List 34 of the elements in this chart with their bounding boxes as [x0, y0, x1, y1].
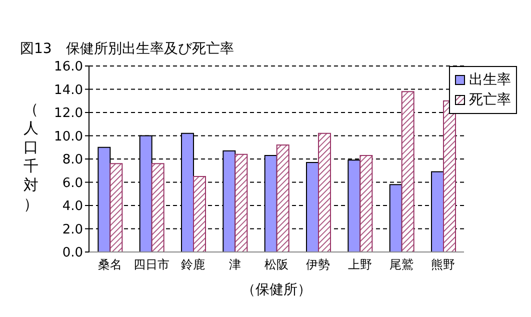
bar	[360, 155, 373, 252]
bar	[318, 132, 331, 252]
y-tick-label: 14.0	[54, 82, 83, 98]
y-tick-label: 4.0	[62, 199, 83, 214]
bar	[276, 144, 290, 252]
x-tick-label: 四日市	[134, 258, 170, 272]
y-axis-title: （人口千対）	[22, 100, 40, 214]
x-tick-label: 上野	[348, 258, 372, 272]
x-tick-label: 桑名	[98, 258, 122, 272]
bar	[193, 176, 206, 252]
bar	[151, 163, 164, 252]
x-axis-title: （保健所）	[242, 282, 312, 298]
x-tick-label: 尾鷲	[390, 258, 414, 272]
bar	[110, 163, 123, 252]
chart-title: 図13 保健所別出生率及び死亡率	[20, 40, 234, 58]
x-tick-label: 津	[228, 258, 241, 272]
y-tick-label: 2.0	[62, 222, 83, 238]
y-tick-label: 8.0	[62, 152, 83, 168]
y-tick-label: 16.0	[54, 60, 83, 75]
bar	[401, 91, 414, 252]
bar	[306, 162, 319, 252]
y-tick-label: 6.0	[62, 176, 83, 191]
y-tick-label: 0.0	[62, 246, 83, 261]
bar	[234, 154, 248, 252]
x-tick-label: 熊野	[431, 258, 456, 272]
legend-label: 死亡率	[469, 91, 511, 110]
bar	[443, 100, 456, 252]
y-tick-label: 10.0	[54, 129, 83, 144]
y-tick-label: 12.0	[54, 106, 83, 122]
x-tick-label: 松阪	[264, 258, 288, 272]
legend-label: 出生率	[469, 71, 511, 90]
x-tick-label: 鈴鹿	[181, 258, 206, 272]
bar	[431, 171, 444, 252]
x-tick-label: 伊勢	[306, 258, 330, 272]
